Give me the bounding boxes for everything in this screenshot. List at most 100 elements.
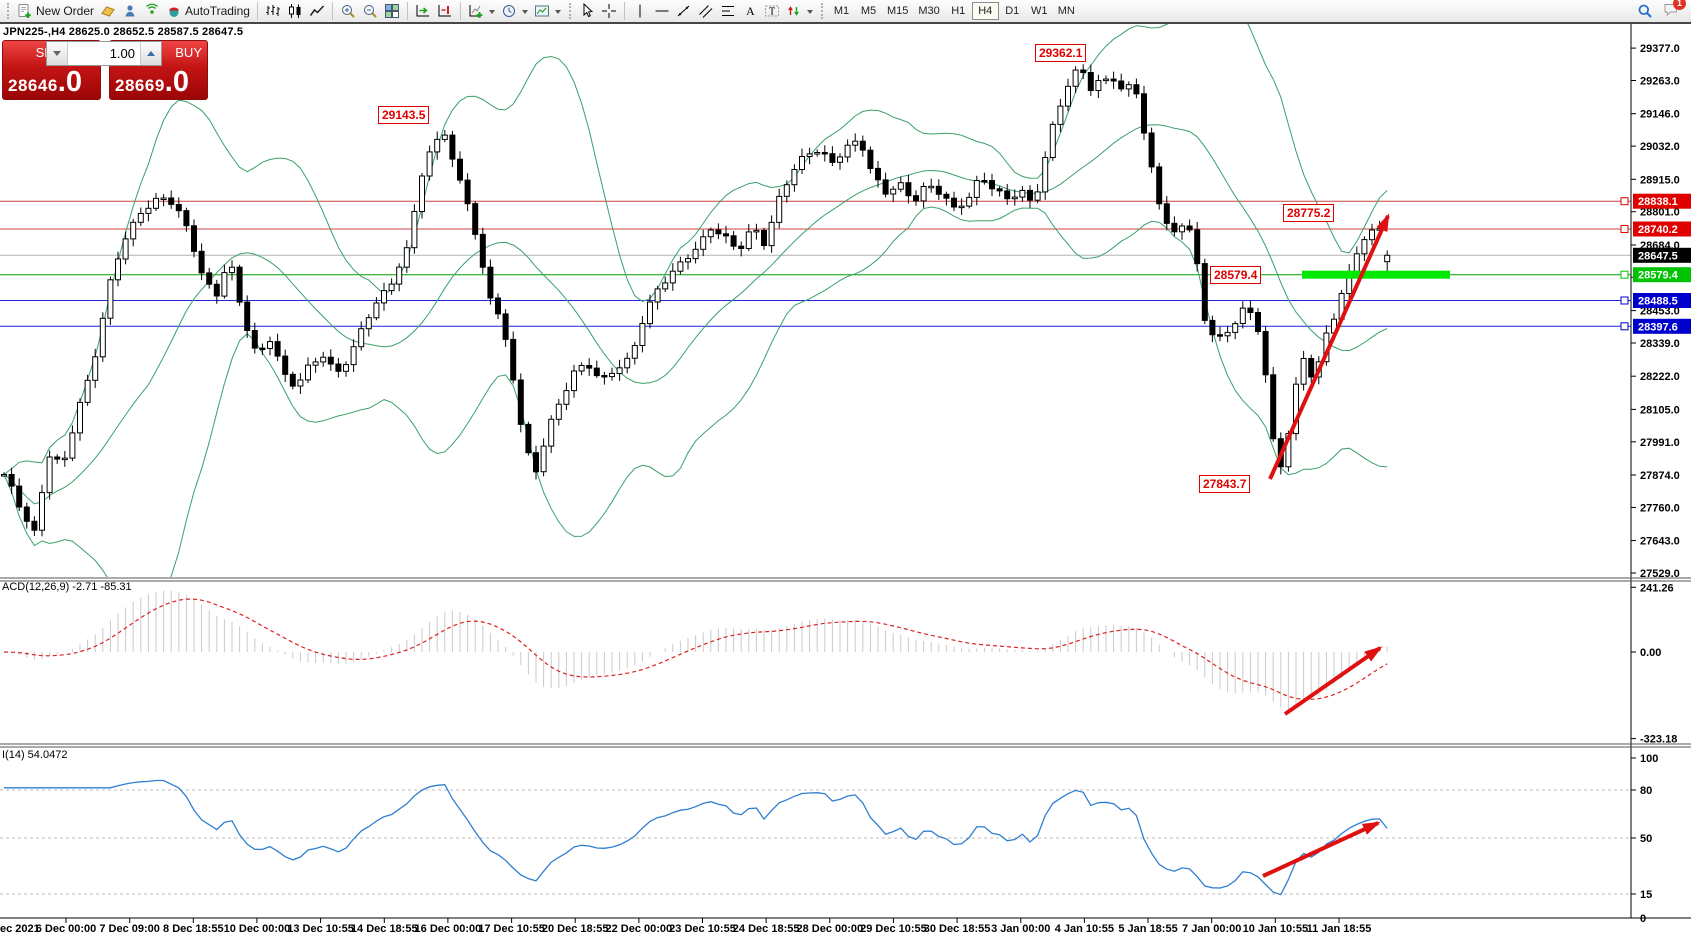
trend-arrow[interactable] — [1283, 646, 1383, 716]
toolbar-separator — [459, 2, 461, 20]
new-order-button[interactable]: New Order — [14, 1, 97, 21]
autotrading-button[interactable]: AutoTrading — [163, 1, 253, 21]
text-tool-button[interactable]: A — [739, 1, 761, 21]
timeframe-group: M1 M5 M15 M30 H1 H4 D1 W1 MN — [828, 2, 1080, 20]
time-axis-label: 28 Dec 00:00 — [796, 923, 864, 935]
toolbar-grip[interactable] — [568, 3, 571, 19]
time-axis-label: 13 Dec 10:55 — [287, 923, 354, 935]
price-badge-label: 28838.1 — [1638, 196, 1678, 208]
triangle-up-icon — [147, 47, 155, 56]
bar-chart-icon — [266, 5, 280, 16]
volume-increase-button[interactable] — [140, 42, 161, 65]
vertical-line-tool-button[interactable] — [629, 1, 651, 21]
chart-shift-button[interactable] — [434, 1, 456, 21]
tile-windows-button[interactable] — [381, 1, 403, 21]
price-badge-label: 28397.6 — [1638, 321, 1678, 333]
volume-decrease-button[interactable] — [47, 42, 68, 65]
triangle-down-icon — [53, 51, 61, 60]
arrows-tool-button[interactable] — [783, 1, 816, 21]
price-annotation-label[interactable]: 29143.5 — [378, 106, 430, 124]
price-tick-label: 27991.0 — [1640, 437, 1680, 449]
crosshair-button[interactable] — [598, 1, 620, 21]
trend-arrow[interactable] — [1262, 821, 1381, 878]
zoom-in-button[interactable] — [337, 1, 359, 21]
charts-profile-button[interactable] — [97, 1, 119, 21]
time-axis-label: 4 Jan 10:55 — [1054, 923, 1115, 935]
volume-control — [46, 41, 162, 66]
trend-arrow[interactable] — [1268, 213, 1390, 480]
price-badge-label: 28579.4 — [1638, 270, 1679, 282]
notifications-button[interactable]: 1 — [1663, 0, 1686, 22]
tf-button-M5[interactable]: M5 — [855, 2, 882, 20]
chevron-down-icon — [554, 10, 561, 17]
price-badge — [1633, 267, 1691, 283]
price-tick-label: 27760.0 — [1640, 502, 1680, 514]
zoom-out-button[interactable] — [359, 1, 381, 21]
time-axis-label: 30 Dec 18:55 — [923, 923, 991, 935]
zoom-in-icon — [341, 5, 355, 18]
line-chart-button[interactable] — [306, 1, 328, 21]
tf-button-M30[interactable]: M30 — [913, 2, 944, 20]
buy-price: 28669.0 — [115, 66, 189, 98]
macd-axis-label: -323.18 — [1640, 734, 1677, 746]
tile-windows-icon — [384, 4, 399, 18]
price-tick-label: 28801.0 — [1640, 207, 1680, 219]
toolbar: New Order AutoTrading A T — [0, 0, 1691, 22]
bar-chart-button[interactable] — [262, 1, 284, 21]
signals-icon — [146, 3, 158, 14]
candles-layer — [1, 64, 1391, 537]
price-tick-label: 27529.0 — [1640, 568, 1680, 580]
toolbar-grip[interactable] — [820, 3, 823, 19]
tf-button-M1[interactable]: M1 — [828, 2, 855, 20]
price-tick-label: 28453.0 — [1640, 306, 1680, 318]
horizontal-line-tool-button[interactable] — [651, 1, 673, 21]
autotrading-label: AutoTrading — [185, 4, 250, 18]
rsi-axis-label: 80 — [1640, 785, 1652, 797]
candlestick-chart-icon — [288, 4, 301, 18]
search-icon[interactable] — [1637, 3, 1653, 19]
text-label-tool-button[interactable]: T — [761, 1, 783, 21]
candlestick-chart-button[interactable] — [284, 1, 306, 21]
chart-title: JPN225-,H4 28625.0 28652.5 28587.5 28647… — [3, 26, 244, 38]
trendline-tool-button[interactable] — [673, 1, 695, 21]
periods-button[interactable] — [498, 1, 531, 21]
tf-button-H1[interactable]: H1 — [945, 2, 972, 20]
cursor-button[interactable] — [576, 1, 598, 21]
macd-signal-line — [3, 598, 1388, 700]
publish-button[interactable] — [119, 1, 141, 21]
price-badge-label: 28647.5 — [1638, 250, 1678, 262]
crosshair-icon — [601, 4, 616, 18]
price-tick-label: 29377.0 — [1640, 43, 1680, 55]
auto-scroll-button[interactable] — [412, 1, 434, 21]
toolbar-right: 1 — [1637, 0, 1691, 22]
tf-button-D1[interactable]: D1 — [999, 2, 1026, 20]
price-badge — [1633, 247, 1691, 263]
price-annotation-label[interactable]: 28775.2 — [1283, 204, 1335, 222]
time-axis-label: 22 Dec 00:00 — [605, 923, 673, 935]
green-highlight-bar[interactable] — [1302, 270, 1450, 279]
tf-button-H4[interactable]: H4 — [971, 2, 999, 20]
price-annotation-label[interactable]: 27843.7 — [1199, 475, 1251, 493]
arrows-tool-icon — [788, 6, 799, 16]
price-badge — [1633, 293, 1691, 308]
tf-button-M15[interactable]: M15 — [882, 2, 913, 20]
svg-text:T: T — [769, 7, 775, 18]
zoom-out-icon — [363, 5, 377, 18]
tf-button-W1[interactable]: W1 — [1026, 2, 1053, 20]
channel-tool-button[interactable] — [695, 1, 717, 21]
rsi-axis-label: 0 — [1640, 913, 1646, 925]
signals-button[interactable] — [141, 1, 163, 21]
volume-input[interactable] — [68, 42, 140, 65]
tf-button-MN[interactable]: MN — [1053, 2, 1080, 20]
toolbar-separator — [406, 2, 408, 20]
templates-button[interactable] — [531, 1, 564, 21]
fibonacci-tool-button[interactable] — [717, 1, 739, 21]
new-chart-button[interactable] — [465, 1, 498, 21]
price-annotation-label[interactable]: 28579.4 — [1210, 266, 1262, 284]
toolbar-grip[interactable] — [7, 3, 9, 19]
rsi-indicator-label: I(14) 54.0472 — [2, 749, 68, 761]
price-badge — [1633, 193, 1691, 209]
price-annotation-label[interactable]: 29362.1 — [1035, 44, 1087, 62]
